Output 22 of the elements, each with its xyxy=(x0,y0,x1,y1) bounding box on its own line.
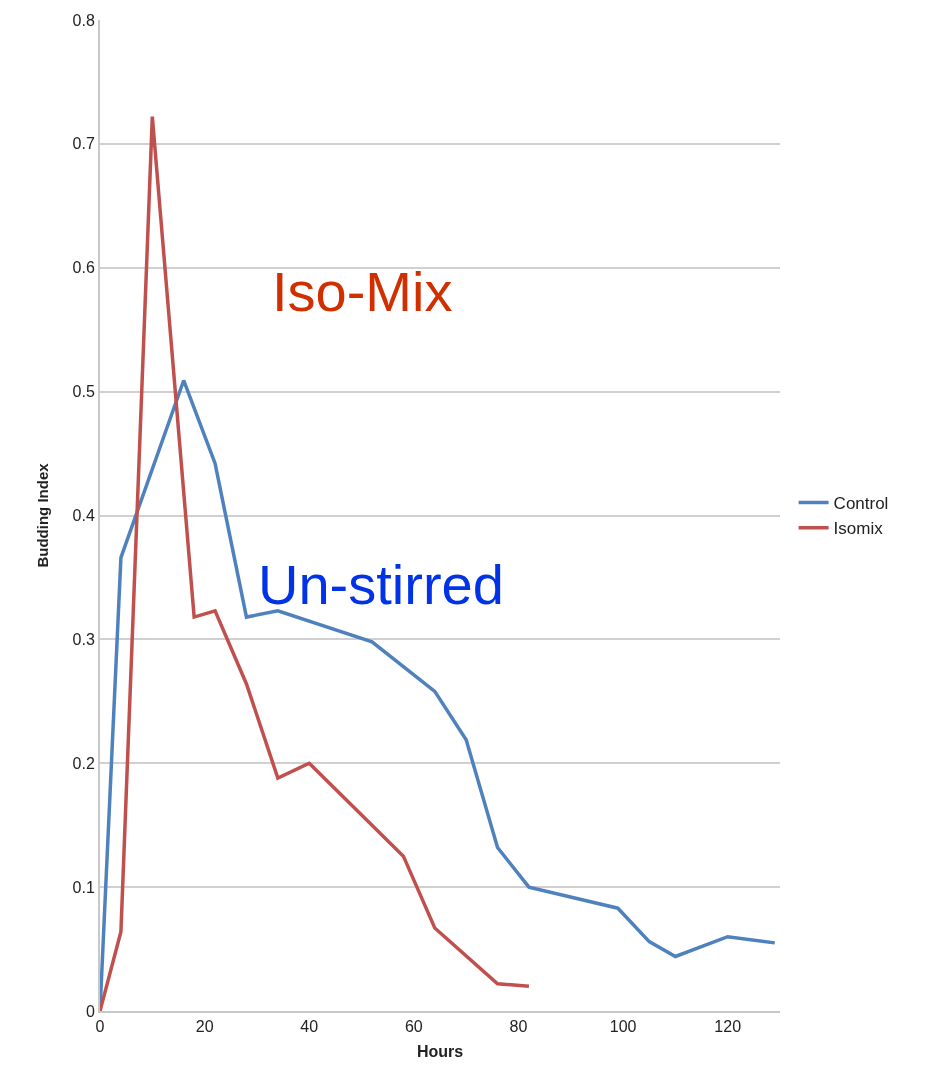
x-tick-label: 120 xyxy=(714,1018,742,1036)
y-tick-label: 0.8 xyxy=(72,11,95,29)
annotation: Un-stirred xyxy=(258,553,504,616)
y-tick-label: 0.2 xyxy=(72,754,95,772)
y-tick-label: 0 xyxy=(85,1002,95,1020)
y-axis-title: Budding Index xyxy=(34,462,52,568)
x-tick-label: 20 xyxy=(195,1018,214,1036)
x-tick-label: 80 xyxy=(509,1018,528,1036)
y-tick-label: 0.1 xyxy=(72,878,95,896)
line-series xyxy=(100,114,531,1011)
legend-label: Isomix xyxy=(833,519,884,539)
x-axis-title: Hours xyxy=(416,1043,464,1061)
x-tick-label: 40 xyxy=(300,1018,319,1036)
annotation: Iso-Mix xyxy=(272,260,453,323)
y-tick-label: 0.7 xyxy=(72,135,95,153)
x-tick-label: 100 xyxy=(609,1018,637,1036)
x-tick-label: 60 xyxy=(404,1018,423,1036)
y-tick-label: 0.4 xyxy=(72,507,95,525)
y-tick-label: 0.6 xyxy=(72,259,95,277)
y-tick-label: 0.5 xyxy=(72,383,95,401)
legend-label: Control xyxy=(833,494,889,514)
y-tick-label: 0.3 xyxy=(72,630,95,648)
